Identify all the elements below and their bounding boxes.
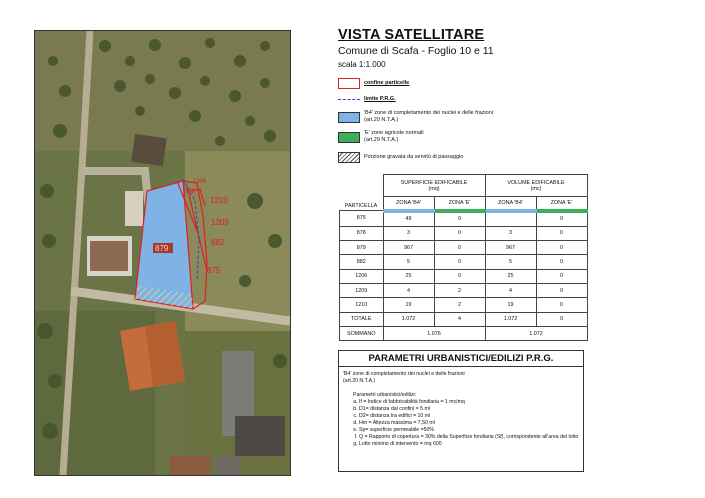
list-item: If = Indice di fabbricabilità fondiaria … (359, 399, 579, 406)
green-fill-swatch (338, 131, 360, 143)
col-header-b4: ZONA 'B4' (484, 196, 537, 213)
parcel-table: PARTICELLA SUPERFICIE EDIFICABILE (mq) VO… (339, 174, 588, 342)
label-878: 878 (185, 189, 196, 195)
parcel-boundaries (176, 180, 208, 310)
parameters-list: If = Indice di fabbricabilità fondiaria … (343, 399, 579, 448)
parameters-body: 'B4' zone di completamento dei nuclei e … (339, 367, 583, 452)
table-row: 875 49 0 0 (339, 210, 588, 227)
table-row: 1210 19 2 19 0 (339, 297, 588, 313)
satellite-map: 879 1210 1209 882 875 878 1206 (34, 30, 291, 476)
legend-label: confine particelle (364, 80, 410, 86)
table-row: 1209 4 2 4 0 (339, 282, 588, 299)
legend-sublabel: (art.29 N.T.A.) (364, 137, 399, 143)
col-header-b4: ZONA 'B4' (382, 196, 435, 213)
red-outline-swatch (338, 78, 360, 89)
group-header-volume: VOLUME EDIFICABILE (mc) (484, 174, 588, 197)
list-item: Hm = Altezza massima = 7,50 ml (359, 420, 579, 427)
table-row: 878 3 0 3 0 (339, 225, 588, 242)
table-row: 879 967 0 967 0 (339, 240, 588, 256)
list-item: D2= distanza tra edifici = 10 ml (359, 413, 579, 420)
legend-zone-e: 'E' zone agricole normali (art.29 N.T.A.) (338, 130, 424, 144)
page-subtitle: Comune di Scafa - Foglio 10 e 11 (338, 45, 494, 57)
zone-description: 'B4' zone di completamento dei nuclei e … (343, 371, 465, 377)
list-item: Q = Rapporto di copertura = 30% della Su… (359, 434, 579, 441)
legend-servitude: Porzione gravata da servitù di passaggio (338, 152, 463, 163)
label-1209: 1209 (211, 218, 229, 227)
satellite-image: 879 1210 1209 882 875 878 1206 (35, 31, 290, 475)
list-item: Sp= superficie permeabile =50% (359, 427, 579, 434)
legend-zone-b4: 'B4' zone di completamento dei nuclei e … (338, 110, 493, 124)
table-row-total: TOTALE 1.072 4 1.072 0 (339, 311, 588, 327)
label-882: 882 (211, 238, 225, 247)
col-header-e: ZONA 'E' (433, 196, 486, 213)
parameters-title: PARAMETRI URBANISTICI/EDILIZI P.R.G. (339, 351, 583, 367)
legend-prg-limit: limite P.R.G. (338, 96, 396, 103)
blue-fill-swatch (338, 111, 360, 123)
legend-label: 'E' zone agricole normali (364, 130, 424, 136)
label-1210: 1210 (210, 196, 228, 205)
hatch-swatch (338, 152, 360, 163)
legend-label: 'B4' zone di completamento dei nuclei e … (364, 110, 493, 116)
parameters-box: PARAMETRI URBANISTICI/EDILIZI P.R.G. 'B4… (338, 350, 584, 472)
col-header-e: ZONA 'E' (535, 196, 588, 213)
scale-label: scala 1:1.000 (338, 60, 386, 69)
list-item: D1= distanza dai confini = 5 ml (359, 406, 579, 413)
label-875: 875 (207, 266, 221, 275)
legend-label: Porzione gravata da servitù di passaggio (364, 154, 464, 160)
table-row-sum: SOMMANO 1.076 1.072 (339, 325, 588, 342)
blue-dashed-line-swatch (338, 98, 360, 101)
table-row: 1206 25 0 25 0 (339, 268, 588, 284)
legend-label: limite P.R.G. (364, 96, 396, 102)
legend-parcel-boundary: confine particelle (338, 78, 409, 89)
zone-article: (art.20 N.T.A.) (343, 378, 376, 384)
legend-sublabel: (art.20 N.T.A.) (364, 117, 399, 123)
group-header-superficie: SUPERFICIE EDIFICABILE (mq) (382, 174, 486, 197)
label-1206: 1206 (193, 179, 207, 185)
parameters-intro: Parametri urbanistici/edilizi: (353, 392, 417, 398)
servitude-hatch (135, 286, 193, 309)
label-879: 879 (155, 244, 169, 253)
table-row: 882 5 0 5 0 (339, 254, 588, 270)
page-title: VISTA SATELLITARE (338, 27, 485, 43)
list-item: Lotto minimo di intervento = mq 600 (359, 441, 579, 448)
col-header-particella: PARTICELLA (339, 174, 384, 211)
